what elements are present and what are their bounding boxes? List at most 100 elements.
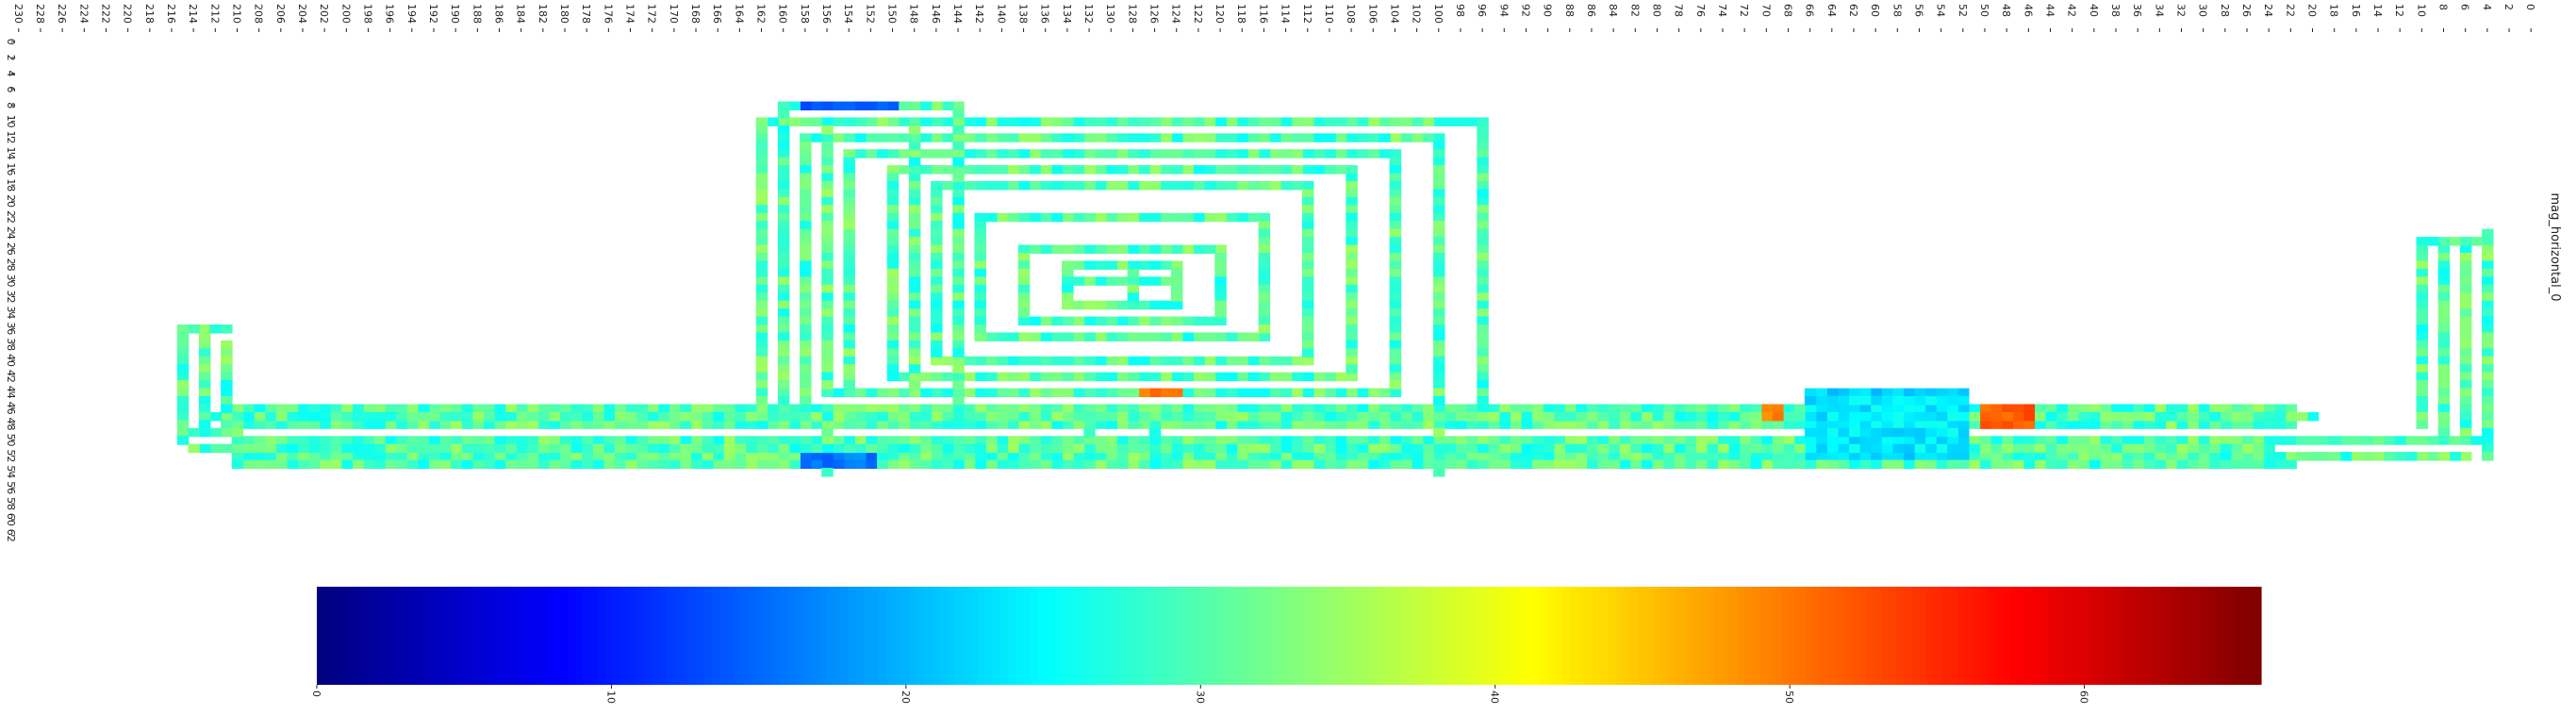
heatmap-cell xyxy=(2459,276,2472,286)
heatmap-cell xyxy=(886,372,900,382)
heatmap-cell xyxy=(1826,452,1839,461)
heatmap-cell xyxy=(1924,436,1937,445)
heatmap-cell xyxy=(1596,404,1610,413)
heatmap-cell xyxy=(1062,332,1074,341)
colorbar-segment xyxy=(999,587,1009,685)
heatmap-cell xyxy=(1301,205,1314,214)
heatmap-cell xyxy=(2263,459,2275,470)
heatmap-cell xyxy=(2351,452,2363,461)
heatmap-cell xyxy=(2220,411,2232,422)
heatmap-cell xyxy=(2121,436,2134,445)
heatmap-cell xyxy=(2077,452,2089,461)
colorbar-segment xyxy=(1471,587,1479,685)
colorbar-segment xyxy=(453,587,462,685)
heatmap-cell xyxy=(2132,404,2144,413)
heatmap-cell xyxy=(1575,443,1588,454)
heatmap-cell xyxy=(985,133,998,142)
heatmap-cell xyxy=(985,332,998,341)
heatmap-cell xyxy=(1389,276,1402,286)
heatmap-cell xyxy=(1400,443,1412,454)
heatmap-cell xyxy=(1050,388,1064,398)
heatmap-cell xyxy=(1236,420,1248,429)
heatmap-cell xyxy=(908,332,921,341)
heatmap-cell xyxy=(876,101,888,111)
heatmap-cell xyxy=(800,157,812,167)
heatmap-cell xyxy=(1050,117,1064,126)
heatmap-cell xyxy=(985,436,998,445)
heatmap-cell xyxy=(777,364,790,374)
heatmap-cell xyxy=(1039,181,1052,191)
heatmap-cell xyxy=(471,436,485,445)
heatmap-cell xyxy=(963,388,976,398)
heatmap-cell xyxy=(1979,404,1991,413)
heatmap-cell xyxy=(2459,332,2472,341)
heatmap-cell xyxy=(1400,420,1412,429)
heatmap-cell xyxy=(996,404,1009,413)
heatmap-cell xyxy=(886,316,900,326)
heatmap-cell xyxy=(231,443,244,454)
heatmap-cell xyxy=(1029,212,1041,223)
heatmap-cell xyxy=(1258,308,1271,318)
heatmap-cell xyxy=(1017,404,1031,413)
heatmap-cell xyxy=(526,411,538,422)
heatmap-cell xyxy=(1695,452,1708,461)
heatmap-cell xyxy=(1007,388,1019,398)
heatmap-cell xyxy=(2121,404,2134,413)
heatmap-cell xyxy=(1116,316,1129,326)
heatmap-cell xyxy=(1203,212,1216,223)
heatmap-cell xyxy=(1324,443,1336,454)
heatmap-cell xyxy=(2230,443,2243,454)
heatmap-cell xyxy=(974,292,986,302)
heatmap-cell xyxy=(352,404,364,413)
heatmap-cell xyxy=(952,300,965,310)
heatmap-cell xyxy=(963,165,976,175)
heatmap-cell xyxy=(1017,244,1031,255)
heatmap-cell xyxy=(1181,356,1195,366)
heatmap-cell xyxy=(515,411,528,422)
heatmap-cell xyxy=(1094,181,1107,191)
heatmap-cell xyxy=(1651,452,1664,461)
heatmap-cell xyxy=(1007,459,1019,470)
heatmap-cell xyxy=(373,436,386,445)
heatmap-cell xyxy=(908,101,921,111)
heatmap-cell xyxy=(176,332,190,341)
heatmap-cell xyxy=(952,452,965,461)
heatmap-cell xyxy=(1236,388,1248,398)
heatmap-cell xyxy=(821,356,834,366)
heatmap-cell xyxy=(1531,404,1544,413)
heatmap-cell xyxy=(854,420,867,429)
heatmap-cell xyxy=(1127,165,1140,175)
heatmap-cell xyxy=(865,452,878,461)
heatmap-cell xyxy=(1455,411,1467,422)
heatmap-cell xyxy=(1148,165,1162,175)
heatmap-cell xyxy=(1301,348,1314,358)
x-tick-label: 124 xyxy=(1170,4,1182,24)
heatmap-cell xyxy=(1181,181,1195,191)
heatmap-cell xyxy=(1379,443,1391,454)
heatmap-cell xyxy=(1127,133,1140,142)
heatmap-cell xyxy=(800,244,812,255)
heatmap-cell xyxy=(843,452,855,461)
heatmap-cell xyxy=(1727,436,1741,445)
heatmap-cell xyxy=(1170,356,1183,366)
heatmap-cell xyxy=(1968,404,1981,413)
heatmap-cell xyxy=(1017,420,1031,429)
heatmap-cell xyxy=(777,388,790,398)
heatmap-cell xyxy=(1935,404,1948,413)
heatmap-cell xyxy=(1477,356,1489,366)
heatmap-cell xyxy=(2230,420,2243,429)
heatmap-cell xyxy=(483,404,495,413)
colorbar-segment xyxy=(1425,587,1434,685)
heatmap-cell xyxy=(1903,452,1915,461)
heatmap-cell xyxy=(1389,149,1402,158)
colorbar-segment xyxy=(977,587,986,685)
heatmap-cell xyxy=(1618,452,1631,461)
heatmap-cell xyxy=(800,420,812,429)
heatmap-cell xyxy=(2285,452,2298,461)
colorbar-segment xyxy=(1023,587,1032,685)
heatmap-cell xyxy=(2482,427,2494,438)
heatmap-cell xyxy=(755,324,768,334)
heatmap-cell xyxy=(941,436,954,445)
heatmap-cell xyxy=(1127,149,1140,158)
heatmap-cell xyxy=(886,292,900,302)
